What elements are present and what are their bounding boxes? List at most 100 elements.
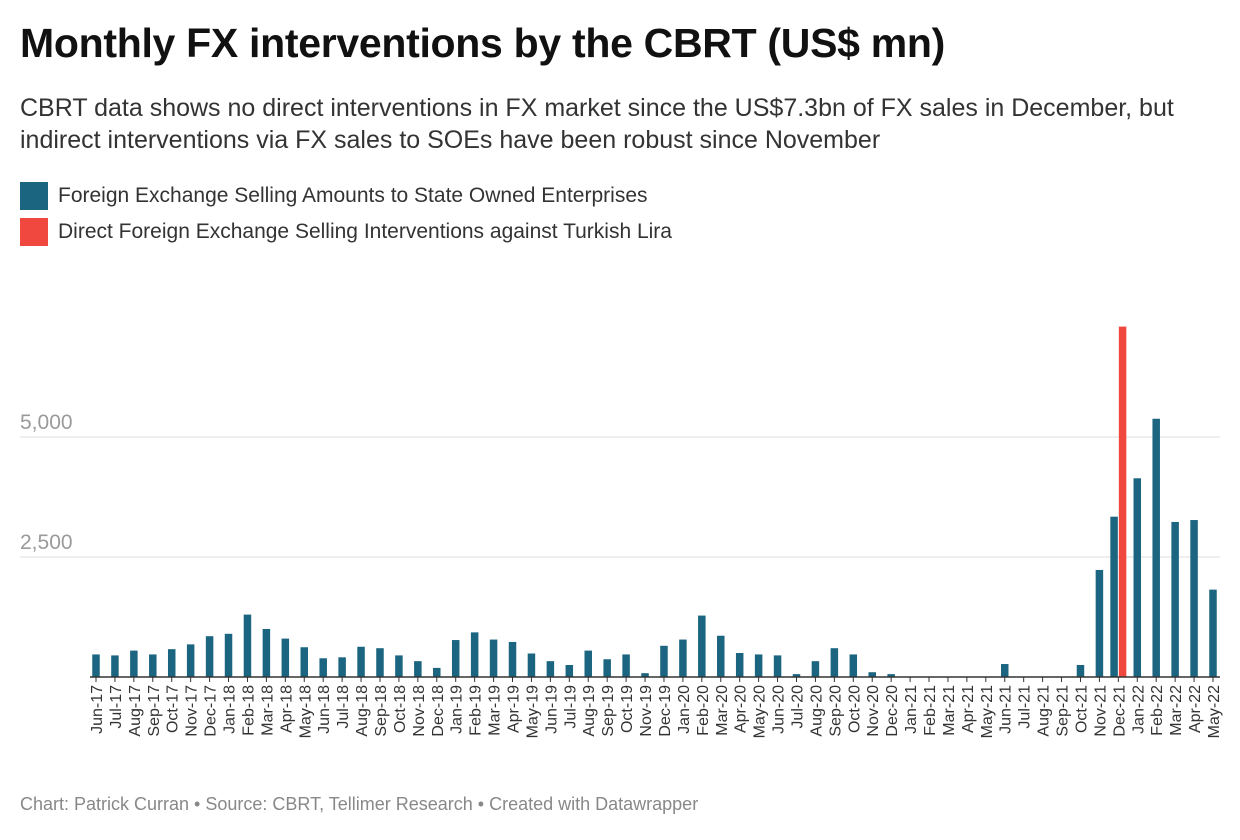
- bar-soe: [357, 646, 365, 677]
- x-tick-label: Oct-17: [165, 685, 182, 733]
- x-tick-label: Aug-21: [1036, 685, 1053, 737]
- x-tick-label: Oct-21: [1073, 685, 1090, 733]
- x-tick-label: Dec-17: [203, 685, 220, 737]
- x-tick-label: Jun-17: [89, 685, 106, 734]
- x-tick-label: Jun-19: [543, 685, 560, 734]
- x-tick-label: Sep-19: [600, 685, 617, 737]
- bar-soe: [92, 654, 100, 677]
- bar-soe: [451, 640, 460, 677]
- bar-soe: [281, 638, 290, 677]
- bar-soe: [887, 674, 895, 677]
- bar-soe: [717, 635, 725, 677]
- x-tick-label: Aug-20: [808, 685, 825, 737]
- bar-soe: [584, 650, 592, 677]
- bar-soe: [1152, 418, 1160, 677]
- bar-soe: [376, 648, 384, 677]
- x-tick-label: Jul-19: [562, 685, 579, 729]
- bar-chart: 2,500 5,000 Jun-17 Jul-17 Aug-17 Sep-17 Oct-17…: [20, 326, 1223, 738]
- legend-label-direct: Direct Foreign Exchange Selling Interven…: [58, 220, 672, 243]
- x-tick-label: Nov-18: [411, 685, 428, 737]
- bar-soe: [1000, 664, 1009, 677]
- bar-soe: [205, 636, 214, 677]
- x-tick-label: Mar-18: [259, 685, 276, 736]
- x-tick-label: Feb-18: [240, 685, 257, 736]
- x-tick-label: Mar-21: [941, 685, 958, 736]
- bar-soe: [622, 654, 630, 677]
- bar-soe: [130, 650, 138, 677]
- legend-swatch-direct: [20, 218, 48, 246]
- x-tick-label: Jun-18: [316, 685, 333, 734]
- legend-item-direct: Direct Foreign Exchange Selling Interven…: [20, 214, 672, 250]
- bar-soe: [849, 654, 858, 677]
- bar-soe: [395, 655, 403, 677]
- x-tick-label: Jan-20: [676, 685, 693, 734]
- bar-soe: [224, 633, 233, 677]
- x-tick-label: Jan-22: [1130, 685, 1147, 734]
- legend-label-soe: Foreign Exchange Selling Amounts to Stat…: [58, 184, 648, 207]
- y-tick-label: 5,000: [20, 411, 73, 434]
- bar-soe: [527, 653, 536, 677]
- x-tick-label: Mar-20: [714, 685, 731, 736]
- x-tick-label: Sep-20: [827, 685, 844, 737]
- bar-soe: [868, 672, 876, 677]
- x-tick-label: Sep-21: [1055, 685, 1072, 737]
- bar-soe: [300, 647, 309, 677]
- x-tick-label: Oct-20: [846, 685, 863, 733]
- x-tick-label: Oct-19: [619, 685, 636, 733]
- bar-soe: [243, 614, 252, 677]
- x-tick-label: May-21: [979, 685, 996, 738]
- x-tick-label: Jan-19: [449, 685, 466, 734]
- bar-soe: [319, 658, 327, 677]
- y-tick-label: 2,500: [20, 531, 73, 554]
- x-tick-label: Feb-21: [922, 685, 939, 736]
- x-tick-label: Aug-18: [354, 685, 371, 737]
- chart-subtitle: CBRT data shows no direct interventions …: [20, 94, 1174, 154]
- bar-soe: [1095, 569, 1104, 677]
- x-tick-label: Oct-18: [392, 685, 409, 733]
- x-tick-label: Jun-21: [998, 685, 1015, 734]
- bar-soe: [811, 661, 820, 677]
- legend-item-soe: Foreign Exchange Selling Amounts to Stat…: [20, 178, 672, 214]
- x-tick-label: Nov-21: [1092, 685, 1109, 737]
- bar-soe: [546, 661, 555, 677]
- bar-soe: [1209, 589, 1217, 677]
- x-tick-label: Apr-20: [733, 685, 750, 733]
- bar-soe: [414, 661, 422, 677]
- bar-soe: [1190, 520, 1198, 677]
- bar-soe: [1133, 478, 1142, 677]
- bar-soe: [489, 639, 498, 677]
- x-tick-label: Feb-22: [1149, 685, 1166, 736]
- x-tick-label: Sep-18: [373, 685, 390, 737]
- x-tick-label: Dec-19: [657, 685, 674, 737]
- bar-soe: [603, 659, 611, 677]
- x-tick-label: Jun-20: [771, 685, 788, 734]
- x-tick-label: Apr-18: [278, 685, 295, 733]
- x-tick-label: Jan-21: [903, 685, 920, 734]
- bar-soe: [679, 639, 687, 677]
- x-tick-label: Dec-20: [884, 685, 901, 737]
- x-tick-label: Jul-21: [1017, 685, 1034, 729]
- x-tick-label: Jul-17: [108, 685, 125, 729]
- bar-soe: [433, 667, 441, 677]
- x-tick-label: Aug-17: [127, 685, 144, 737]
- bar-soe: [186, 644, 195, 677]
- bar-direct: [1118, 326, 1127, 677]
- x-tick-label: Feb-19: [468, 685, 485, 736]
- x-tick-label: Nov-20: [865, 685, 882, 737]
- x-tick-label: May-20: [752, 685, 769, 738]
- x-tick-label: Nov-19: [638, 685, 655, 737]
- bar-soe: [735, 653, 744, 677]
- chart-title: Monthly FX interventions by the CBRT (US…: [20, 20, 945, 66]
- bar-soe: [565, 665, 574, 677]
- x-tick-label: Mar-19: [487, 685, 504, 736]
- bar-soe: [262, 629, 271, 677]
- x-tick-label: Feb-20: [695, 685, 712, 736]
- bar-soe: [698, 615, 706, 677]
- x-tick-label: Jan-18: [222, 685, 239, 734]
- x-tick-label: Apr-22: [1187, 685, 1204, 733]
- chart-footer: Chart: Patrick Curran • Source: CBRT, Te…: [20, 794, 699, 814]
- bar-soe: [660, 645, 668, 677]
- x-tick-label: Apr-19: [506, 685, 523, 733]
- x-tick-label: Sep-17: [146, 685, 163, 737]
- bar-soe: [830, 648, 839, 677]
